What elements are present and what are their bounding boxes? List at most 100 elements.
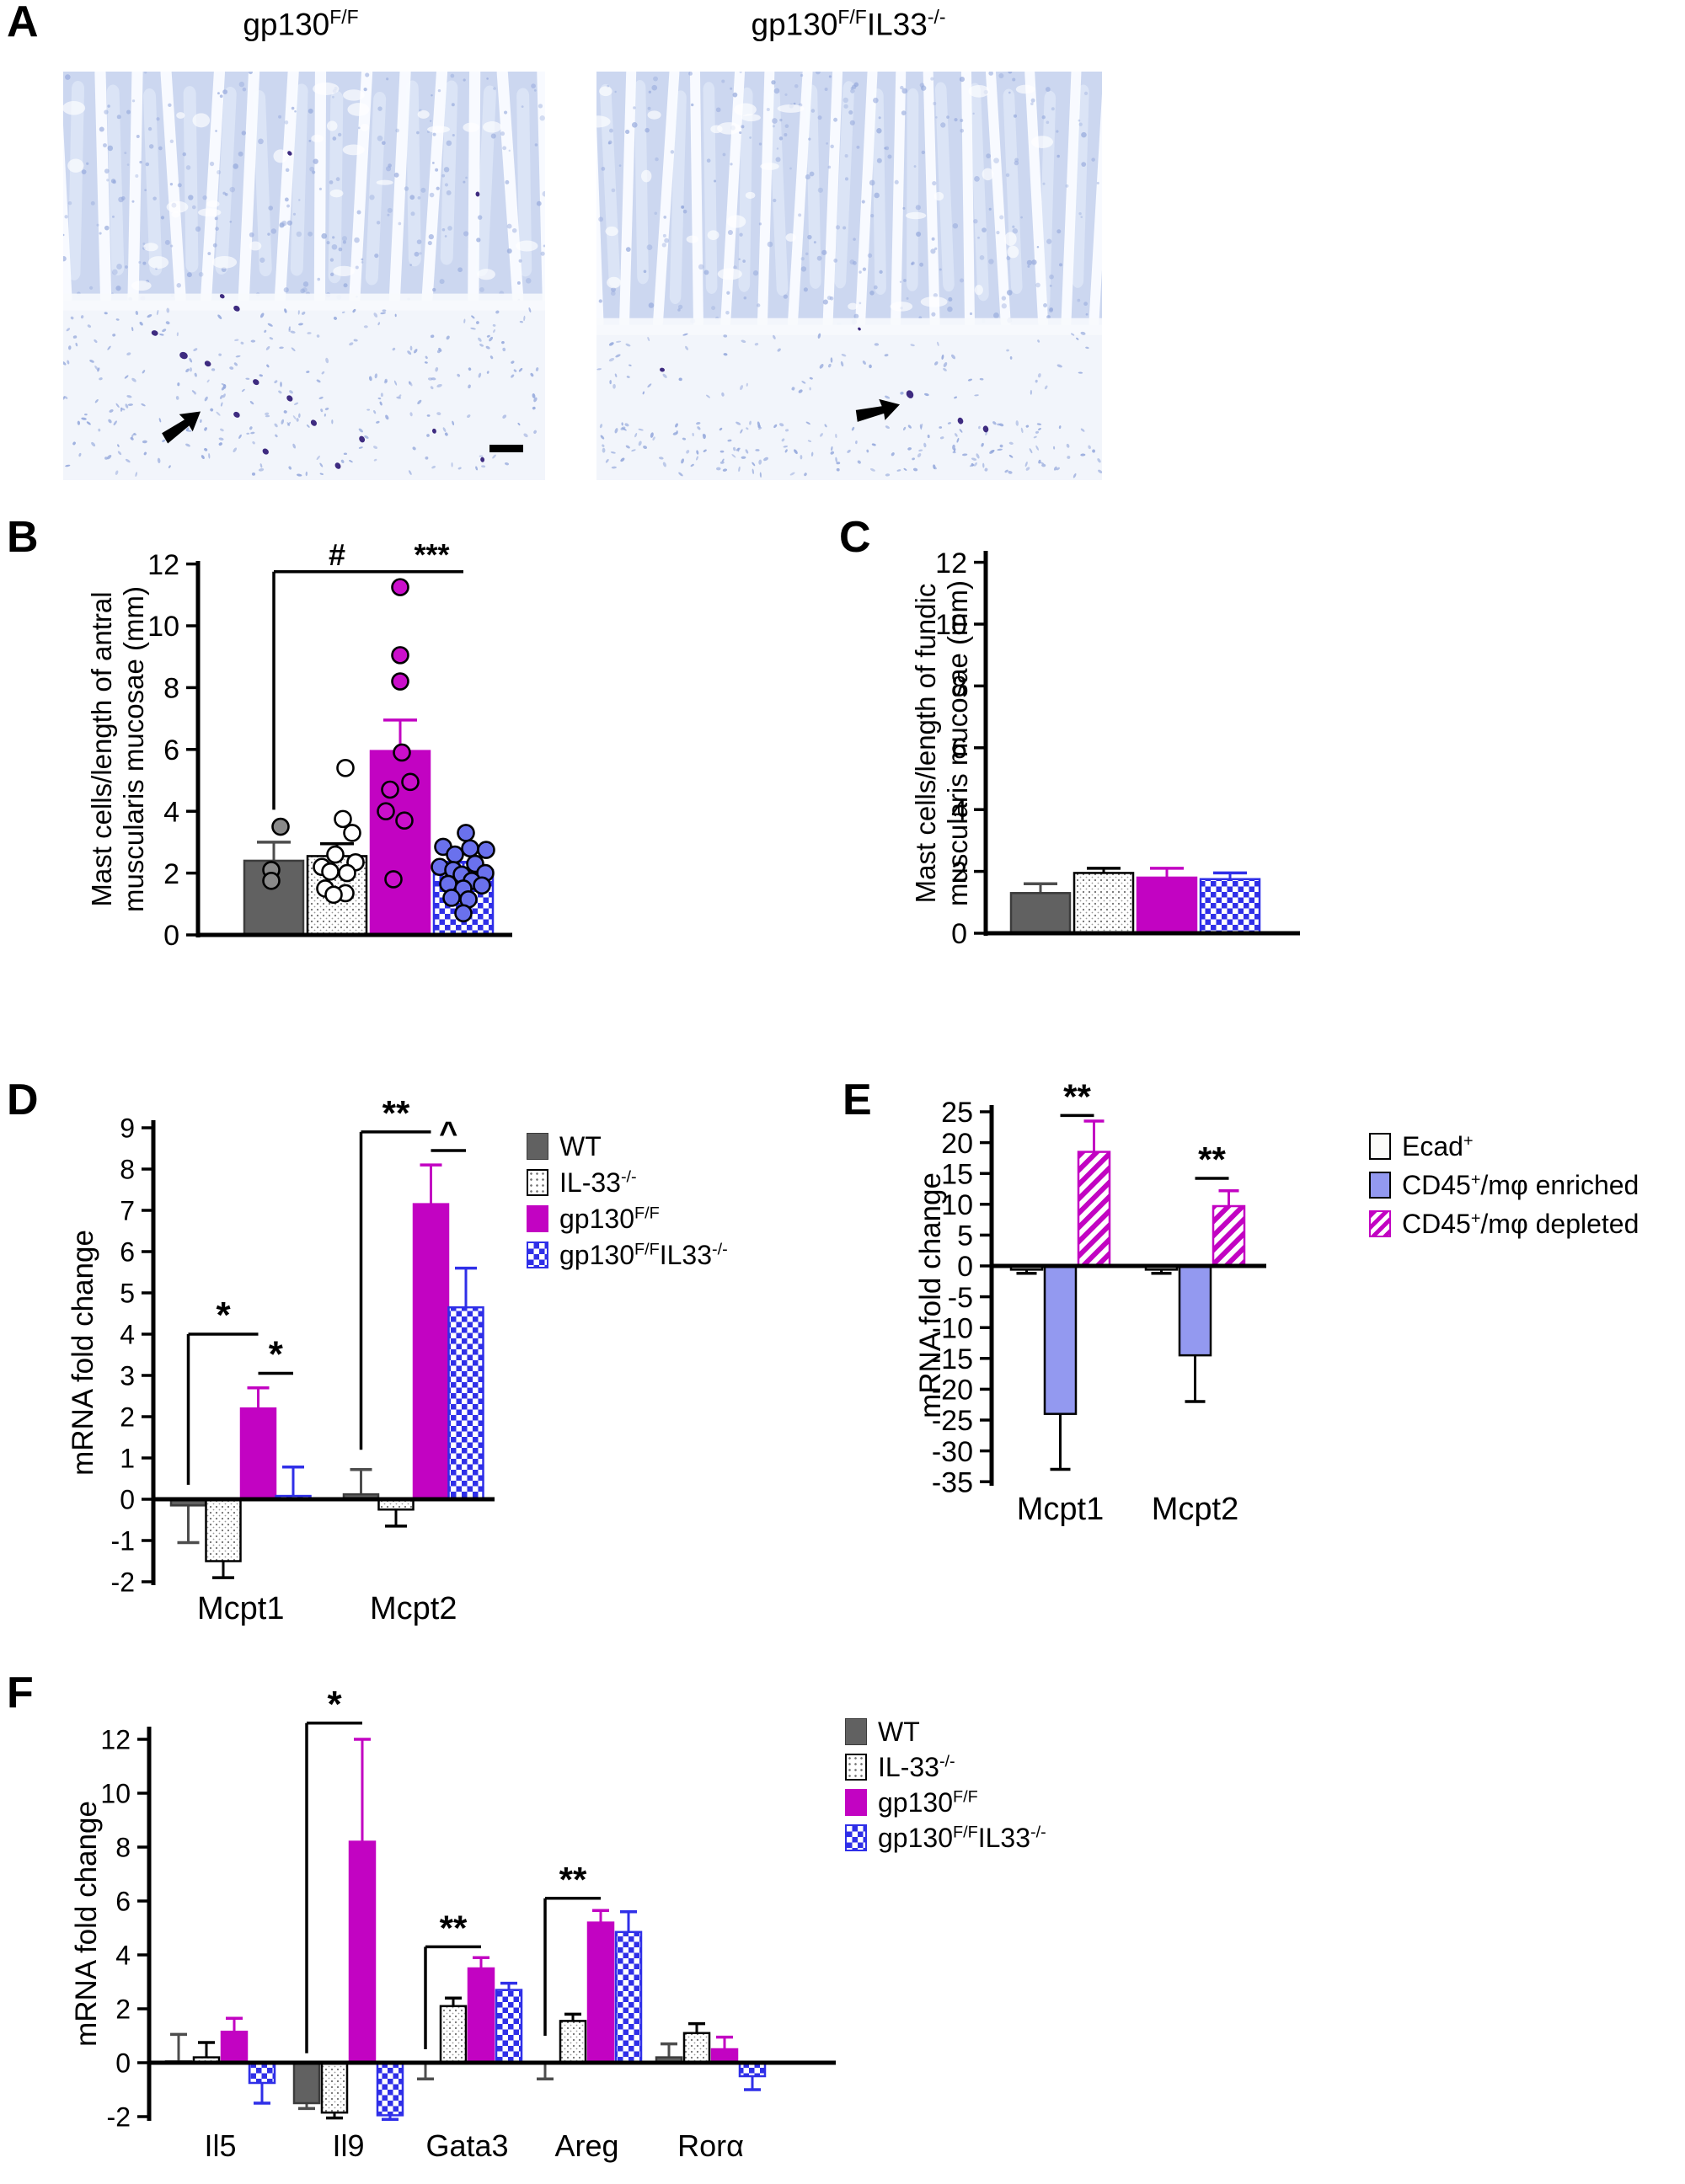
bar-D-magenta-0 <box>239 1407 277 1501</box>
data-point <box>391 646 409 665</box>
y-tick-label: 15 <box>941 1158 973 1190</box>
y-tick-label: 4 <box>951 794 967 826</box>
x-category-label: Il5 <box>204 2128 236 2163</box>
mast-cell-dot <box>286 395 293 402</box>
data-point <box>381 780 399 799</box>
data-point <box>442 889 461 907</box>
legend-label: CD45+/mφ depleted <box>1402 1209 1640 1239</box>
sig-marker: * <box>269 1334 284 1375</box>
x-category-label: Mcpt1 <box>197 1591 284 1626</box>
y-tick-label: -10 <box>932 1312 973 1344</box>
sig-marker: ** <box>1063 1076 1091 1116</box>
sig-marker: *** <box>414 537 449 572</box>
y-tick-label: 2 <box>951 857 967 889</box>
y-axis-label: muscularis mucosae (mm) <box>942 580 973 906</box>
sig-marker: * <box>327 1684 342 1725</box>
legend-swatch-magenta <box>527 1205 548 1232</box>
legend-swatch-checker <box>527 1242 548 1268</box>
bar-F-dotted-3 <box>559 2020 587 2064</box>
y-tick-label: 4 <box>163 796 179 828</box>
panel-label-e: E <box>842 1076 872 1124</box>
y-tick-label: 7 <box>120 1196 135 1226</box>
bar-F-checker-1 <box>376 2061 404 2117</box>
chart-B: 0 2 4 6 8 10 12 Mast cells/length of antral musc… <box>86 537 512 952</box>
y-tick-label: 6 <box>115 1887 131 1917</box>
panel-a-title-right: gp130F/FIL33-/- <box>751 6 946 42</box>
mast-cell-dot <box>253 379 259 386</box>
panel-a-title-left: gp130F/F <box>243 6 359 42</box>
legend-swatch-gray <box>845 1718 867 1745</box>
bar-E-hatch-1 <box>1212 1204 1246 1268</box>
mast-cell-dot <box>287 151 292 156</box>
data-point <box>326 845 345 864</box>
panel-label-d: D <box>7 1076 39 1124</box>
bar-F-magenta-2 <box>467 1967 495 2064</box>
x-category-label: Rorα <box>677 2128 744 2163</box>
sig-marker: ** <box>559 1860 587 1899</box>
bar-D-checker-1 <box>447 1306 484 1501</box>
y-tick-label: 8 <box>120 1155 135 1185</box>
legend-item: gp130F/F <box>527 1204 728 1234</box>
bar-E-hatch-0 <box>1077 1151 1111 1268</box>
data-point <box>391 672 409 691</box>
y-tick-label: 2 <box>120 1402 135 1433</box>
x-category-label: Areg <box>554 2128 618 2163</box>
y-tick-label: 8 <box>115 1833 131 1863</box>
x-category-label: Il9 <box>332 2128 364 2163</box>
legend-item: WT <box>845 1718 1046 1745</box>
legend-item: CD45+/mφ enriched <box>1369 1171 1639 1199</box>
y-tick-label: 6 <box>163 734 179 766</box>
legend-swatch-gray <box>527 1133 548 1160</box>
y-tick-label: 8 <box>951 671 967 703</box>
y-tick-label: -30 <box>932 1436 973 1468</box>
y-tick-label: 0 <box>951 918 967 950</box>
data-point <box>461 839 479 858</box>
y-tick-label: -5 <box>948 1282 973 1314</box>
histology-gp130FF-IL33KO <box>596 72 1102 480</box>
data-point <box>395 811 414 830</box>
mast-cell-dot <box>204 360 211 367</box>
mast-cell-dot <box>179 351 188 360</box>
y-tick-label: 4 <box>115 1941 131 1971</box>
mast-cell-dot <box>957 417 964 425</box>
bar-F-dotted-4 <box>682 2032 711 2064</box>
sig-marker: ** <box>382 1093 410 1133</box>
y-tick-label: 10 <box>100 1779 131 1809</box>
bar-E-periwinkle-1 <box>1178 1264 1212 1357</box>
legend-item: WT <box>527 1133 728 1160</box>
y-axis-label: Mast cells/length of fundic <box>910 584 941 904</box>
y-tick-label: 1 <box>120 1444 135 1474</box>
y-tick-label: 12 <box>100 1725 131 1755</box>
y-tick-label: -1 <box>111 1526 135 1557</box>
y-tick-label: -2 <box>111 1567 135 1598</box>
y-tick-label: 10 <box>941 1189 973 1221</box>
panel-label-b: B <box>7 513 39 562</box>
data-point <box>262 871 281 890</box>
data-point <box>343 824 361 842</box>
y-tick-label: -35 <box>932 1466 973 1498</box>
y-tick-label: 12 <box>935 547 967 579</box>
data-point <box>321 862 340 881</box>
bar-F-magenta-1 <box>348 1840 377 2064</box>
arrow-icon <box>855 398 900 422</box>
mast-cell-dot <box>982 425 989 433</box>
bar-C-checker-0 <box>1199 878 1261 935</box>
panel-label-f: F <box>7 1669 34 1717</box>
data-point <box>334 809 352 829</box>
legend-label: gp130F/F <box>559 1204 660 1234</box>
y-axis-label: mRNA fold change <box>67 1230 99 1476</box>
mast-cell-dot <box>431 428 436 434</box>
y-axis-label: Mast cells/length of antral <box>86 591 117 906</box>
y-tick-label: 10 <box>147 611 179 643</box>
x-category-label: Mcpt2 <box>1152 1492 1238 1527</box>
y-tick-label: 2 <box>163 858 179 890</box>
legend-item: CD45+/mφ depleted <box>1369 1209 1640 1239</box>
legend-item: gp130F/F <box>845 1788 1046 1816</box>
y-tick-label: 9 <box>120 1113 135 1144</box>
legend-panel-d: WT IL-33-/- gp130F/F gp130F/FIL33-/- <box>527 1133 728 1278</box>
legend-swatch-hatch <box>1369 1210 1391 1237</box>
